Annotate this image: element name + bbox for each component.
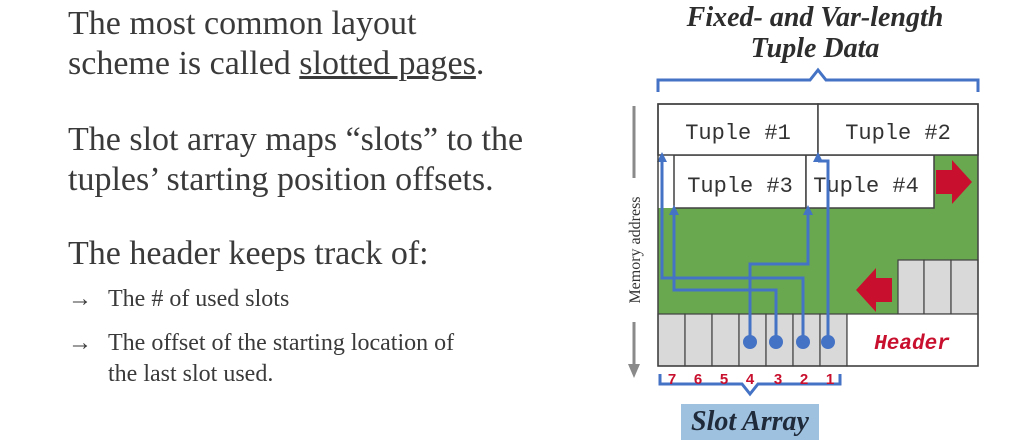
pointer-slot-4 xyxy=(748,214,810,342)
sub-bullet-used-slots: → The # of used slots xyxy=(68,284,289,315)
para2-line2: tuples’ starting position offsets. xyxy=(68,161,494,198)
pointer-arrowheads xyxy=(657,152,823,215)
slot-numbers: 7 6 5 4 3 2 1 xyxy=(668,371,834,388)
slot-array-label-box: Slot Array xyxy=(681,404,819,440)
arrowhead xyxy=(669,205,679,215)
slot-overflow-block xyxy=(923,259,952,315)
slot-array-bracket xyxy=(658,374,842,397)
memory-axis-arrow-icon xyxy=(628,364,640,378)
slot-number: 5 xyxy=(720,371,728,388)
tuple-label-4: Tuple #4 xyxy=(813,174,919,199)
diagram-title: Fixed- and Var-length Tuple Data xyxy=(640,2,990,64)
para1-period: . xyxy=(475,45,485,82)
arrowhead xyxy=(803,205,813,215)
paragraph-slotted-pages: The most common layout scheme is called … xyxy=(68,4,484,84)
para1-line2: scheme is called xyxy=(68,45,300,82)
pointer-slot-3 xyxy=(672,214,778,342)
sub-bullet-offset: → The offset of the starting location of … xyxy=(68,328,454,390)
sub-bullet-text-continued: the last slot used. xyxy=(108,361,274,387)
slotted-page-diagram: Tuple #1 Tuple #2 Tuple #3 Tuple #4 Head… xyxy=(600,0,1022,442)
slide-text-panel: The most common layout scheme is called … xyxy=(68,4,523,390)
diagram-title-line1: Fixed- and Var-length xyxy=(686,2,944,33)
slot-number: 4 xyxy=(746,371,755,388)
header-label: Header xyxy=(874,333,950,356)
arrowhead xyxy=(813,152,823,162)
slot-pointer-dots xyxy=(743,335,835,349)
slot-number: 1 xyxy=(826,371,834,388)
tuple-label-1: Tuple #1 xyxy=(685,121,791,146)
tuple-growth-arrow-icon xyxy=(936,160,972,204)
sub-bullet-text: The offset of the starting location of xyxy=(108,330,455,356)
slotted-pages-term: slotted pages xyxy=(299,45,476,82)
slot-dot xyxy=(743,335,757,349)
memory-axis-label-bg xyxy=(624,178,646,322)
tuple-label-3: Tuple #3 xyxy=(687,174,793,199)
page-border xyxy=(657,103,979,367)
slot-number: 3 xyxy=(774,371,782,388)
paragraph-header: The header keeps track of: xyxy=(68,235,429,272)
slot-cell xyxy=(657,313,686,367)
slot-overflow-block xyxy=(950,259,979,315)
slot-cell xyxy=(684,313,713,367)
slot-overflow-block xyxy=(897,259,925,315)
slot-array-label: Slot Array xyxy=(691,406,809,437)
para1-line1: The most common layout xyxy=(68,5,417,42)
slot-dot xyxy=(769,335,783,349)
tuple-row-background xyxy=(658,155,674,208)
slot-dot xyxy=(796,335,810,349)
arrowhead xyxy=(657,152,667,162)
slot-dot xyxy=(821,335,835,349)
slot-number: 2 xyxy=(800,371,808,388)
pointer-slot-2 xyxy=(660,161,805,342)
slotted-page-svg: Tuple #1 Tuple #2 Tuple #3 Tuple #4 Head… xyxy=(624,67,980,397)
memory-axis-label: Memory address xyxy=(627,196,644,303)
diagram-title-line2: Tuple Data xyxy=(750,33,880,64)
slot-cell xyxy=(711,313,740,367)
slot-number: 6 xyxy=(694,371,702,388)
tuple-label-2: Tuple #2 xyxy=(845,121,951,146)
paragraph-slot-array: The slot array maps “slots” to the tuple… xyxy=(68,120,523,200)
arrow-bullet-icon: → xyxy=(68,286,92,312)
tuple-box-3 xyxy=(673,154,807,209)
slot-number: 7 xyxy=(668,371,676,388)
para2-line1: The slot array maps “slots” to the xyxy=(68,121,524,158)
tuple-data-bracket xyxy=(656,67,980,92)
slot-growth-arrow-icon xyxy=(856,268,892,312)
sub-bullet-text: The # of used slots xyxy=(108,286,290,312)
arrow-bullet-icon: → xyxy=(68,330,92,356)
